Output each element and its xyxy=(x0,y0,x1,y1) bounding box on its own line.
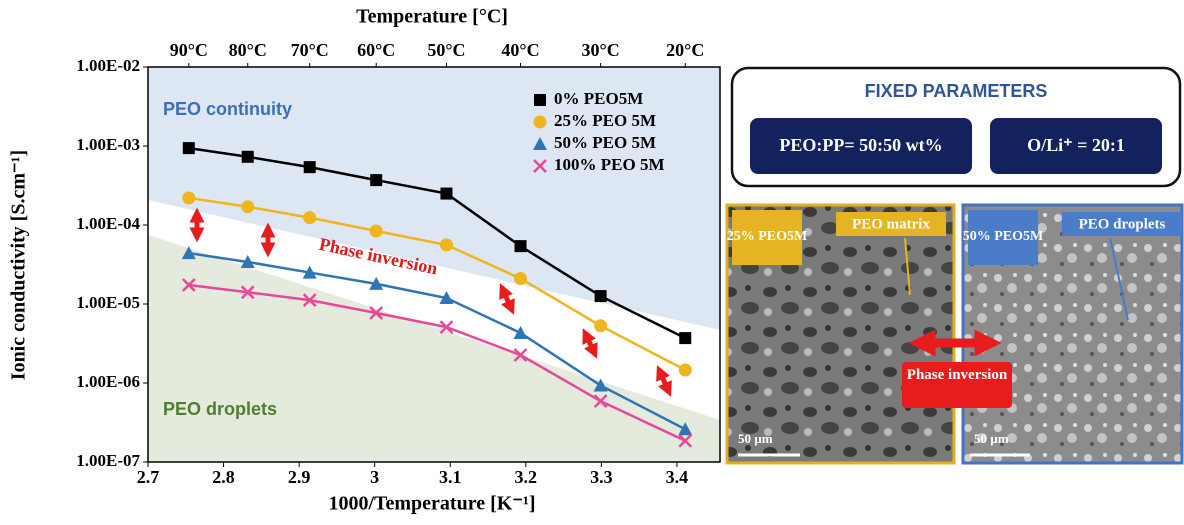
y-tick-label: 1.00E-06 xyxy=(76,372,140,391)
x-tick-label: 2.9 xyxy=(288,467,311,487)
x-axis-title: 1000/Temperature [K⁻¹] xyxy=(328,493,535,515)
x-tick-label: 2.7 xyxy=(137,467,160,487)
panel-title: FIXED PARAMETERS xyxy=(865,81,1048,101)
y-tick-label: 1.00E-04 xyxy=(76,214,140,233)
marker xyxy=(241,200,254,213)
x-tick-label: 3.2 xyxy=(515,467,538,487)
center-label: Phase inversion xyxy=(902,362,1012,385)
x2-tick-label: 70°C xyxy=(291,40,329,60)
marker xyxy=(370,174,382,186)
annotation: PEO droplets xyxy=(163,399,277,419)
x-tick-label: 3.3 xyxy=(590,467,613,487)
x2-tick-label: 60°C xyxy=(357,40,395,60)
sample-label: 25% PEO5M xyxy=(727,229,808,244)
center-label-wrap: Phase inversion xyxy=(902,362,1012,408)
x2-tick-label: 30°C xyxy=(582,40,620,60)
marker xyxy=(594,319,607,332)
y-tick-label: 1.00E-03 xyxy=(76,135,140,154)
x2-tick-label: 20°C xyxy=(666,40,704,60)
marker xyxy=(242,151,254,163)
param: O/Li⁺ = 20:1 xyxy=(1027,135,1125,155)
x2-tick-label: 40°C xyxy=(501,40,539,60)
x-tick-label: 3 xyxy=(370,467,379,487)
sample-label: 50% PEO5M xyxy=(963,229,1044,244)
marker xyxy=(370,224,383,237)
figure: Temperature [°C] 1000/Temperature [K⁻¹] … xyxy=(0,0,1184,525)
x-tick-label: 2.8 xyxy=(212,467,235,487)
param: PEO:PP= 50:50 wt% xyxy=(779,135,942,155)
y-tick-label: 1.00E-05 xyxy=(76,293,140,312)
feature-label: PEO droplets xyxy=(1079,216,1166,232)
marker xyxy=(303,211,316,224)
marker xyxy=(183,142,195,154)
marker xyxy=(595,290,607,302)
legend-label: 50% PEO 5M xyxy=(554,133,656,152)
x2-axis-title: Temperature [°C] xyxy=(356,6,508,28)
y-axis-title: Ionic conductivity [S.cm⁻¹] xyxy=(8,150,30,380)
marker xyxy=(440,238,453,251)
legend-marker xyxy=(534,116,547,129)
x2-tick-label: 80°C xyxy=(229,40,267,60)
scale-label: 50 µm xyxy=(974,431,1009,446)
scale-label: 50 µm xyxy=(738,431,773,446)
marker xyxy=(440,188,452,200)
legend-label: 25% PEO 5M xyxy=(554,111,656,130)
marker xyxy=(679,332,691,344)
marker xyxy=(182,191,195,204)
x2-tick-label: 50°C xyxy=(427,40,465,60)
marker xyxy=(679,364,692,377)
annotation: PEO continuity xyxy=(163,99,292,119)
marker xyxy=(515,240,527,252)
x-tick-label: 3.4 xyxy=(666,467,689,487)
legend-label: 0% PEO5M xyxy=(554,89,643,108)
x2-tick-label: 90°C xyxy=(170,40,208,60)
legend-label: 100% PEO 5M xyxy=(554,155,665,174)
x-tick-label: 3.1 xyxy=(439,467,462,487)
feature-label: PEO matrix xyxy=(852,216,930,232)
marker xyxy=(514,272,527,285)
y-tick-label: 1.00E-07 xyxy=(76,451,140,470)
marker xyxy=(304,161,316,173)
legend-marker xyxy=(534,94,546,106)
y-tick-label: 1.00E-02 xyxy=(76,56,140,75)
